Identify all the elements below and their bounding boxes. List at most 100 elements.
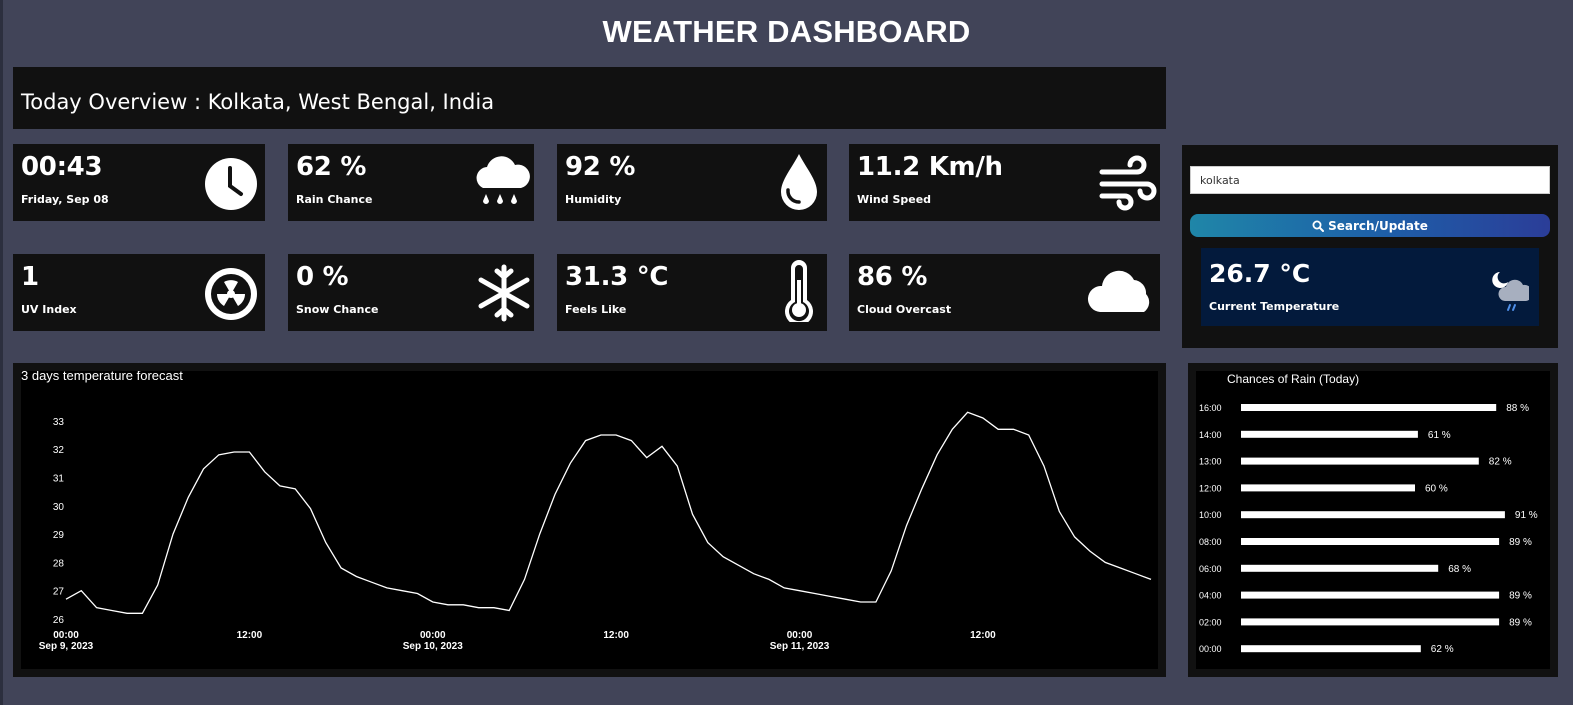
x-tick-date-label: Sep 10, 2023 <box>403 641 463 652</box>
uv-index-card: 1 UV Index <box>13 254 265 331</box>
rain-hour-label: 06:00 <box>1199 564 1222 574</box>
y-tick-label: 32 <box>53 445 65 456</box>
humidity-card: 92 % Humidity <box>557 144 827 221</box>
snow-chance-value: 0 % <box>296 262 349 292</box>
temperature-forecast-panel: 3 days temperature forecast 26 27 28 29 30 31… <box>13 363 1166 677</box>
rain-value-label: 60 % <box>1425 483 1448 494</box>
temperature-series-line <box>65 411 1152 614</box>
y-tick-label: 28 <box>53 558 65 569</box>
x-tick-date-label: Sep 11, 2023 <box>770 641 830 652</box>
wind-speed-card: 11.2 Km/h Wind Speed <box>849 144 1160 221</box>
cloud-overcast-card: 86 % Cloud Overcast <box>849 254 1160 331</box>
feels-like-value: 31.3 °C <box>565 262 669 292</box>
rain-hour-label: 04:00 <box>1199 591 1222 601</box>
y-tick-label: 33 <box>53 417 65 428</box>
uv-index-value: 1 <box>21 262 39 292</box>
search-update-label: Search/Update <box>1328 218 1428 233</box>
wind-speed-label: Wind Speed <box>857 193 932 206</box>
y-tick-label: 26 <box>53 615 65 626</box>
wind-speed-value: 11.2 Km/h <box>857 152 1003 182</box>
rain-value-label: 89 % <box>1509 617 1532 628</box>
rain-value-label: 91 % <box>1515 510 1538 521</box>
rain-hour-label: 14:00 <box>1199 430 1222 440</box>
snow-chance-label: Snow Chance <box>296 303 379 316</box>
rain-cloud-icon <box>473 150 531 212</box>
today-overview: Today Overview : Kolkata, West Bengal, I… <box>13 67 1166 129</box>
humidity-label: Humidity <box>565 193 622 206</box>
rain-value-label: 61 % <box>1428 430 1451 441</box>
rain-bar <box>1241 511 1505 519</box>
rain-bar <box>1241 457 1479 465</box>
search-panel: Search/Update 26.7 °C Current Temperatur… <box>1182 145 1558 348</box>
current-temperature-card: 26.7 °C Current Temperature <box>1201 248 1539 326</box>
cloud-overcast-value: 86 % <box>857 262 928 292</box>
clock-icon <box>204 150 262 212</box>
rain-chances-panel: Chances of Rain (Today) 16:00 88 % 14:00 61… <box>1188 363 1558 677</box>
page-title: WEATHER DASHBOARD <box>602 14 971 49</box>
cloud-overcast-label: Cloud Overcast <box>857 303 952 316</box>
rain-hour-label: 02:00 <box>1199 617 1222 627</box>
rain-value-label: 89 % <box>1509 591 1532 602</box>
x-tick-label: 12:00 <box>603 630 629 641</box>
search-update-button[interactable]: Search/Update <box>1190 214 1550 237</box>
rain-hour-label: 13:00 <box>1199 457 1222 467</box>
rain-chart-title: Chances of Rain (Today) <box>1227 372 1359 386</box>
rain-bar <box>1241 538 1500 545</box>
rain-value-label: 88 % <box>1506 403 1529 414</box>
uv-index-label: UV Index <box>21 303 77 316</box>
rain-bar <box>1241 645 1421 653</box>
x-tick-label: 12:00 <box>970 630 996 641</box>
city-search-input[interactable] <box>1190 166 1550 194</box>
x-tick-label: 00:00 <box>420 630 446 641</box>
rain-value-label: 82 % <box>1489 457 1512 468</box>
thermometer-icon <box>766 260 824 326</box>
rain-chance-card: 62 % Rain Chance <box>288 144 534 221</box>
current-temperature-label: Current Temperature <box>1209 300 1340 313</box>
rain-chart-area: Chances of Rain (Today) 16:00 88 % 14:00 61… <box>1196 371 1550 669</box>
left-window-edge <box>0 0 3 705</box>
rain-chances-chart: Chances of Rain (Today) 16:00 88 % 14:00 61… <box>1199 372 1538 655</box>
night-rain-cloud-icon <box>1489 270 1533 314</box>
x-tick-label: 12:00 <box>237 630 263 641</box>
rain-bar <box>1241 484 1415 492</box>
rain-value-label: 89 % <box>1509 537 1532 548</box>
search-icon <box>1312 220 1325 232</box>
x-tick-label: 00:00 <box>53 630 79 641</box>
rain-bar <box>1241 564 1439 572</box>
radiation-icon <box>204 260 262 322</box>
rain-hour-label: 12:00 <box>1199 483 1222 493</box>
y-tick-label: 29 <box>53 530 65 541</box>
snow-chance-card: 0 % Snow Chance <box>288 254 534 331</box>
time-value: 00:43 <box>21 152 103 182</box>
water-drop-icon <box>766 150 824 212</box>
x-tick-label: 00:00 <box>787 630 813 641</box>
feels-like-label: Feels Like <box>565 303 627 316</box>
rain-bar <box>1241 404 1497 411</box>
rain-hour-label: 08:00 <box>1199 537 1222 547</box>
chart-title: 3 days temperature forecast <box>21 371 183 383</box>
rain-value-label: 62 % <box>1431 644 1454 655</box>
wind-icon <box>1099 150 1157 212</box>
overview-text: Today Overview : Kolkata, West Bengal, I… <box>21 90 495 114</box>
rain-bar <box>1241 430 1418 438</box>
x-tick-date-label: Sep 9, 2023 <box>39 641 94 652</box>
rain-hour-label: 10:00 <box>1199 510 1222 520</box>
rain-bar <box>1241 591 1500 599</box>
time-card: 00:43 Friday, Sep 08 <box>13 144 265 221</box>
rain-hour-label: 00:00 <box>1199 644 1222 654</box>
humidity-value: 92 % <box>565 152 636 182</box>
feels-like-card: 31.3 °C Feels Like <box>557 254 827 331</box>
rain-chance-value: 62 % <box>296 152 367 182</box>
snowflake-icon <box>473 260 531 322</box>
rain-value-label: 68 % <box>1448 564 1471 575</box>
date-label: Friday, Sep 08 <box>21 193 109 206</box>
cloud-icon <box>1086 260 1158 322</box>
temperature-forecast-chart: 3 days temperature forecast 26 27 28 29 30 31… <box>21 368 1152 652</box>
rain-bar <box>1241 618 1500 626</box>
y-tick-label: 30 <box>53 502 65 513</box>
current-temperature-value: 26.7 °C <box>1209 259 1311 288</box>
rain-hour-label: 16:00 <box>1199 403 1222 413</box>
y-tick-label: 31 <box>53 473 65 484</box>
y-tick-label: 27 <box>53 587 65 598</box>
temperature-chart-area: 3 days temperature forecast 26 27 28 29 30 31… <box>21 368 1158 669</box>
